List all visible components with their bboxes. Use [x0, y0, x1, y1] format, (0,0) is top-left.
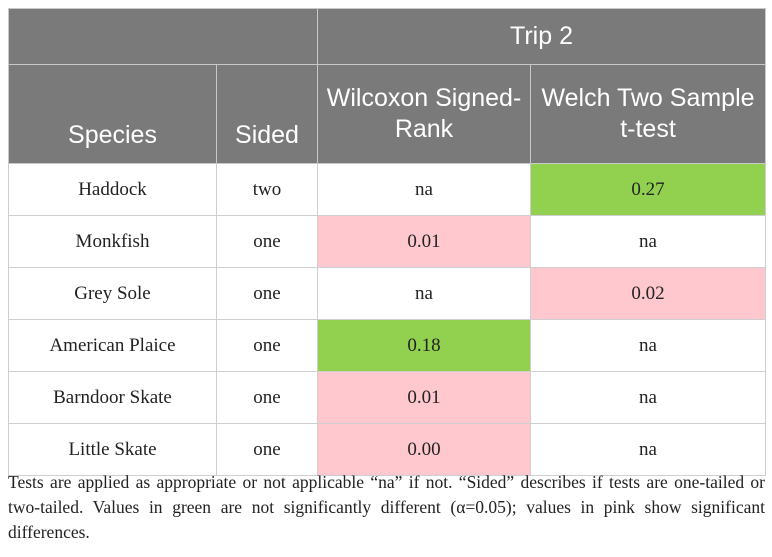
- table-row: Barndoor Skate one 0.01 na: [8, 371, 767, 424]
- wilcoxon-cell: na: [317, 267, 531, 320]
- species-cell: Monkfish: [8, 215, 217, 268]
- sided-cell: one: [216, 267, 318, 320]
- wilcoxon-cell: 0.01: [317, 371, 531, 424]
- table-row: Monkfish one 0.01 na: [8, 215, 767, 268]
- sided-cell: one: [216, 371, 318, 424]
- welch-column-header: Welch Two Sample t-test: [529, 64, 767, 164]
- sided-cell: one: [216, 423, 318, 476]
- welch-cell: 0.02: [529, 267, 767, 320]
- species-cell: Grey Sole: [8, 267, 217, 320]
- species-column-header: Species: [8, 64, 217, 164]
- welch-cell: na: [529, 371, 767, 424]
- species-cell: Haddock: [8, 163, 217, 216]
- sided-cell: one: [216, 319, 318, 372]
- welch-cell: 0.27: [529, 163, 767, 216]
- wilcoxon-cell: 0.00: [317, 423, 531, 476]
- species-cell: Barndoor Skate: [8, 371, 217, 424]
- table-row: American Plaice one 0.18 na: [8, 319, 767, 372]
- sided-cell: two: [216, 163, 318, 216]
- group-header-empty: [8, 8, 318, 65]
- wilcoxon-cell: 0.01: [317, 215, 531, 268]
- wilcoxon-column-header: Wilcoxon Signed-Rank: [317, 64, 531, 164]
- table-footnote: Tests are applied as appropriate or not …: [8, 472, 765, 542]
- species-cell: Little Skate: [8, 423, 217, 476]
- sided-cell: one: [216, 215, 318, 268]
- table-row: Grey Sole one na 0.02: [8, 267, 767, 320]
- wilcoxon-cell: 0.18: [317, 319, 531, 372]
- results-table: Trip 2 Species Sided Wilcoxon Signed-Ran…: [8, 8, 767, 476]
- results-table-container: Trip 2 Species Sided Wilcoxon Signed-Ran…: [8, 8, 767, 476]
- wilcoxon-cell: na: [317, 163, 531, 216]
- welch-cell: na: [529, 319, 767, 372]
- table-row: Haddock two na 0.27: [8, 163, 767, 216]
- table-row: Little Skate one 0.00 na: [8, 423, 767, 476]
- welch-cell: na: [529, 215, 767, 268]
- trip-header: Trip 2: [316, 8, 767, 65]
- welch-cell: na: [529, 423, 767, 476]
- species-cell: American Plaice: [8, 319, 217, 372]
- sided-column-header: Sided: [216, 64, 318, 164]
- group-header-row: Trip 2: [8, 8, 767, 65]
- column-header-row: Species Sided Wilcoxon Signed-Rank Welch…: [8, 64, 767, 164]
